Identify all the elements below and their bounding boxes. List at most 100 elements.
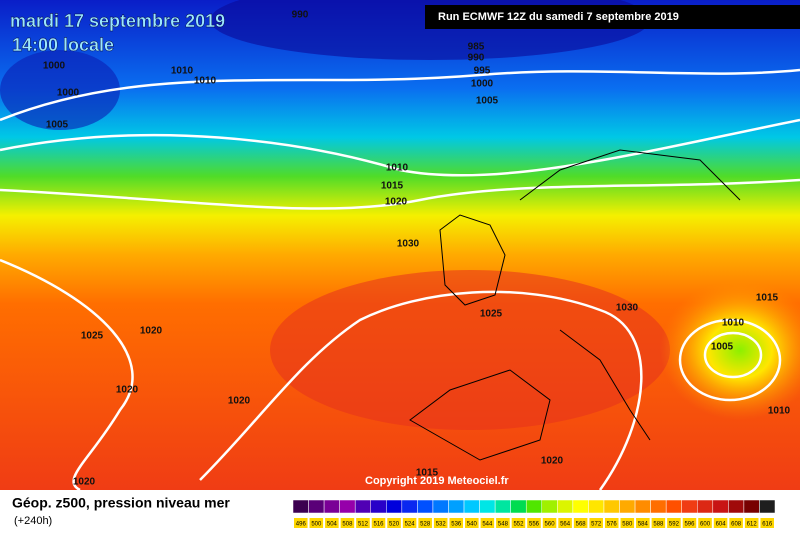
scale-label-box <box>589 518 603 528</box>
scale-label: 560 <box>545 522 556 528</box>
isobar-label: 1030 <box>397 239 420 250</box>
scale-label: 520 <box>389 522 400 528</box>
scale-swatch <box>308 499 325 514</box>
scale-label-box <box>729 518 743 528</box>
scale-swatch <box>681 499 698 514</box>
isobar-label: 1030 <box>616 303 639 314</box>
legend-title: Géop. z500, pression niveau mer <box>12 495 230 511</box>
scale-label: 592 <box>669 522 680 528</box>
scale-swatch <box>619 499 636 514</box>
scale-label-box <box>340 518 355 528</box>
scale-label-box <box>418 518 432 528</box>
scale-label: 588 <box>653 522 664 528</box>
scale-swatch <box>728 499 745 514</box>
scale-swatch <box>525 499 543 514</box>
isobar-label: 1025 <box>480 309 503 320</box>
isobar-label: 990 <box>292 10 309 21</box>
scale-label: 528 <box>420 522 431 528</box>
scale-swatch <box>448 499 465 514</box>
scale-label-box <box>449 518 464 528</box>
scale-label-box <box>325 518 339 528</box>
scale-label: 608 <box>731 522 742 528</box>
scale-label-box <box>604 518 619 528</box>
scale-swatch <box>401 499 418 514</box>
scale-swatch <box>463 499 480 514</box>
scale-label-box <box>667 518 681 528</box>
isobar-label: 1000 <box>43 61 66 72</box>
isobar-label: 990 <box>468 53 485 64</box>
scale-label: 584 <box>638 522 649 528</box>
scale-label: 564 <box>560 522 571 528</box>
scale-label: 580 <box>622 522 633 528</box>
scale-swatch <box>386 499 403 514</box>
scale-label: 596 <box>684 522 695 528</box>
scale-label: 548 <box>498 522 509 528</box>
lead-time: (+240h) <box>14 515 52 527</box>
scale-label: 616 <box>762 522 773 528</box>
scale-label: 536 <box>451 522 462 528</box>
scale-label-box <box>496 518 510 528</box>
scale-swatch <box>510 499 527 514</box>
isobar-label: 1020 <box>228 396 251 407</box>
scale-label-box <box>558 518 572 528</box>
scale-label-box <box>620 518 635 528</box>
scale-label-box <box>573 518 588 528</box>
run-banner <box>425 5 800 29</box>
isobar-label: 1025 <box>81 331 104 342</box>
isobar-label: 995 <box>474 66 491 77</box>
scale-label-box <box>371 518 386 528</box>
scale-swatch <box>494 499 511 514</box>
scale-swatch <box>634 499 651 514</box>
scale-label-box <box>744 518 759 528</box>
scale-swatch <box>370 499 387 514</box>
scale-swatch <box>432 499 449 514</box>
coastlines <box>409 149 741 461</box>
scale-label: 544 <box>482 522 493 528</box>
scale-label-box <box>698 518 712 528</box>
forecast-time: 14:00 locale <box>12 35 114 55</box>
isobar-label: 1010 <box>386 163 409 174</box>
scale-label: 556 <box>529 522 540 528</box>
isobar-label: 1020 <box>140 326 163 337</box>
copyright: Copyright 2019 Meteociel.fr <box>365 475 509 487</box>
scale-label-box <box>713 518 728 528</box>
scale-swatch <box>354 499 371 514</box>
cut-off-low <box>660 280 800 420</box>
scale-label-box <box>309 518 324 528</box>
isobar-label: 1005 <box>711 342 734 353</box>
scale-label: 552 <box>513 522 524 528</box>
isobar-label: 1005 <box>476 96 499 107</box>
run-label: Run ECMWF 12Z du samedi 7 septembre 2019 <box>438 11 679 23</box>
scale-swatch <box>759 499 776 514</box>
scale-label: 576 <box>607 522 618 528</box>
scale-label-box <box>636 518 650 528</box>
isobar-label: 1020 <box>73 477 96 488</box>
scale-label: 500 <box>311 522 322 528</box>
scale-label: 612 <box>747 522 758 528</box>
ridge-area <box>270 270 670 430</box>
scale-swatch <box>417 499 434 514</box>
isobar-label: 1010 <box>768 406 791 417</box>
isobar-label: 1010 <box>171 66 194 77</box>
scale-swatch <box>603 499 620 514</box>
scale-swatch <box>479 499 496 514</box>
scale-label: 504 <box>327 522 338 528</box>
scale-swatch <box>712 499 729 514</box>
scale-label-box <box>511 518 526 528</box>
scale-label-box <box>356 518 370 528</box>
scale-label: 524 <box>405 522 416 528</box>
scale-label-box <box>294 518 308 528</box>
isobar-label: 1020 <box>541 456 564 467</box>
scale-label: 532 <box>436 522 447 528</box>
scale-swatch <box>339 499 356 514</box>
isobar-label: 1010 <box>194 76 217 87</box>
scale-swatch <box>697 499 714 514</box>
scale-swatch <box>541 499 558 514</box>
isobar-label: 1015 <box>756 293 779 304</box>
scale-label: 508 <box>342 522 353 528</box>
scale-label-box <box>527 518 541 528</box>
isobar-label: 1000 <box>57 88 80 99</box>
scale-label-box <box>682 518 697 528</box>
isobar-label: 985 <box>468 42 485 53</box>
